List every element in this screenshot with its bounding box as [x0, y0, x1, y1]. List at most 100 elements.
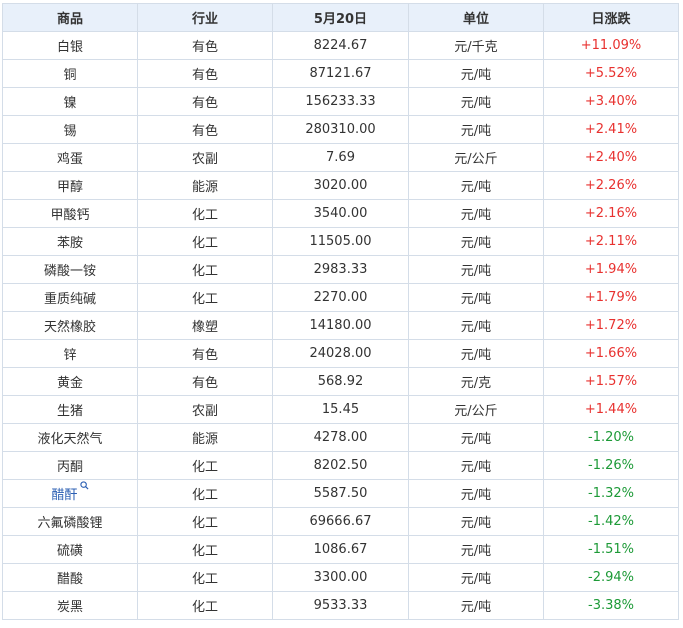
price-cell: 2983.33	[272, 255, 409, 284]
price-cell: 8224.67	[272, 31, 409, 60]
table-row: 甲醇 能源 3020.00 元/吨 +2.26%	[2, 171, 679, 200]
table-row: 醋酐 化工 5587.50 元/吨 -1.32%	[2, 479, 679, 508]
commodity-cell: 锌	[2, 339, 138, 368]
change-cell: -1.26%	[543, 451, 679, 480]
unit-cell: 元/吨	[408, 283, 544, 312]
price-cell: 14180.00	[272, 311, 409, 340]
price-cell: 280310.00	[272, 115, 409, 144]
price-cell: 5587.50	[272, 479, 409, 508]
price-cell: 87121.67	[272, 59, 409, 88]
unit-cell: 元/千克	[408, 31, 544, 60]
table-row: 硫磺 化工 1086.67 元/吨 -1.51%	[2, 535, 679, 564]
unit-cell: 元/公斤	[408, 143, 544, 172]
industry-cell: 能源	[137, 171, 273, 200]
change-cell: +5.52%	[543, 59, 679, 88]
change-cell: -1.20%	[543, 423, 679, 452]
industry-cell: 化工	[137, 283, 273, 312]
industry-cell: 有色	[137, 31, 273, 60]
unit-cell: 元/吨	[408, 591, 544, 620]
table-row: 炭黑 化工 9533.33 元/吨 -3.38%	[2, 591, 679, 620]
industry-cell: 橡塑	[137, 311, 273, 340]
unit-cell: 元/吨	[408, 255, 544, 284]
change-cell: +1.94%	[543, 255, 679, 284]
price-cell: 3540.00	[272, 199, 409, 228]
commodity-table-container: 商品 行业 5月20日 单位 日涨跌 白银 有色 8224.67 元/千克 +11.09…	[2, 3, 679, 620]
unit-cell: 元/吨	[408, 423, 544, 452]
commodity-cell: 镍	[2, 87, 138, 116]
change-cell: -1.42%	[543, 507, 679, 536]
table-row: 醋酸 化工 3300.00 元/吨 -2.94%	[2, 563, 679, 592]
price-cell: 568.92	[272, 367, 409, 396]
industry-cell: 有色	[137, 339, 273, 368]
change-cell: +1.66%	[543, 339, 679, 368]
commodity-cell: 硫磺	[2, 535, 138, 564]
table-row: 丙酮 化工 8202.50 元/吨 -1.26%	[2, 451, 679, 480]
price-cell: 11505.00	[272, 227, 409, 256]
change-cell: -1.32%	[543, 479, 679, 508]
header-industry: 行业	[137, 3, 273, 32]
unit-cell: 元/吨	[408, 535, 544, 564]
industry-cell: 有色	[137, 115, 273, 144]
commodity-cell: 锡	[2, 115, 138, 144]
unit-cell: 元/吨	[408, 479, 544, 508]
unit-cell: 元/克	[408, 367, 544, 396]
commodity-cell: 磷酸一铵	[2, 255, 138, 284]
unit-cell: 元/吨	[408, 507, 544, 536]
table-row: 生猪 农副 15.45 元/公斤 +1.44%	[2, 395, 679, 424]
industry-cell: 化工	[137, 563, 273, 592]
price-cell: 7.69	[272, 143, 409, 172]
table-header-row: 商品 行业 5月20日 单位 日涨跌	[2, 3, 679, 32]
unit-cell: 元/吨	[408, 115, 544, 144]
table-row: 镍有色 156233.33 元/吨 +3.40%	[2, 87, 679, 116]
commodity-cell: 醋酸	[2, 563, 138, 592]
header-daily-change: 日涨跌	[543, 3, 679, 32]
commodity-cell: 重质纯碱	[2, 283, 138, 312]
unit-cell: 元/吨	[408, 311, 544, 340]
industry-cell: 有色	[137, 367, 273, 396]
commodity-cell: 鸡蛋	[2, 143, 138, 172]
commodity-cell: 铜	[2, 59, 138, 88]
unit-cell: 元/吨	[408, 563, 544, 592]
commodity-cell: 生猪	[2, 395, 138, 424]
industry-cell: 能源	[137, 423, 273, 452]
commodity-link[interactable]: 醋酐	[51, 488, 78, 503]
table-row: 鸡蛋 农副 7.69 元/公斤 +2.40%	[2, 143, 679, 172]
change-cell: +2.11%	[543, 227, 679, 256]
table-row: 白银 有色 8224.67 元/千克 +11.09%	[2, 31, 679, 60]
commodity-cell: 甲醇	[2, 171, 138, 200]
change-cell: -3.38%	[543, 591, 679, 620]
change-cell: +1.57%	[543, 367, 679, 396]
industry-cell: 农副	[137, 143, 273, 172]
change-cell: +2.41%	[543, 115, 679, 144]
change-cell: +1.72%	[543, 311, 679, 340]
commodity-cell: 苯胺	[2, 227, 138, 256]
table-row: 液化天然气 能源 4278.00 元/吨 -1.20%	[2, 423, 679, 452]
change-cell: +11.09%	[543, 31, 679, 60]
price-cell: 69666.67	[272, 507, 409, 536]
unit-cell: 元/吨	[408, 199, 544, 228]
table-row: 锌有色 24028.00 元/吨 +1.66%	[2, 339, 679, 368]
price-cell: 1086.67	[272, 535, 409, 564]
unit-cell: 元/公斤	[408, 395, 544, 424]
industry-cell: 化工	[137, 591, 273, 620]
search-icon[interactable]	[79, 481, 89, 490]
commodity-cell: 天然橡胶	[2, 311, 138, 340]
unit-cell: 元/吨	[408, 87, 544, 116]
price-cell: 24028.00	[272, 339, 409, 368]
unit-cell: 元/吨	[408, 451, 544, 480]
change-cell: +2.40%	[543, 143, 679, 172]
table-row: 苯胺 化工 11505.00 元/吨 +2.11%	[2, 227, 679, 256]
change-cell: -2.94%	[543, 563, 679, 592]
commodity-cell: 醋酐	[2, 479, 138, 508]
commodity-cell: 甲酸钙	[2, 199, 138, 228]
table-row: 六氟磷酸锂 化工 69666.67 元/吨 -1.42%	[2, 507, 679, 536]
industry-cell: 有色	[137, 87, 273, 116]
change-cell: +3.40%	[543, 87, 679, 116]
table-row: 磷酸一铵 化工 2983.33 元/吨 +1.94%	[2, 255, 679, 284]
industry-cell: 化工	[137, 255, 273, 284]
industry-cell: 有色	[137, 59, 273, 88]
price-cell: 3020.00	[272, 171, 409, 200]
price-cell: 2270.00	[272, 283, 409, 312]
change-cell: +2.16%	[543, 199, 679, 228]
unit-cell: 元/吨	[408, 59, 544, 88]
